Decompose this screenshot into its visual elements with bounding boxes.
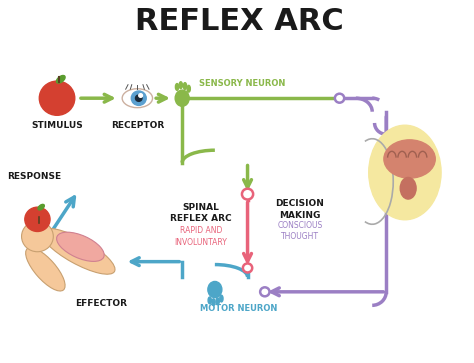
Circle shape (131, 91, 146, 105)
Text: EFFECTOR: EFFECTOR (75, 299, 128, 309)
Ellipse shape (56, 76, 65, 83)
Ellipse shape (38, 204, 45, 210)
Ellipse shape (56, 232, 104, 261)
Circle shape (21, 221, 53, 252)
Circle shape (25, 207, 50, 232)
Ellipse shape (175, 90, 189, 106)
Ellipse shape (216, 298, 219, 305)
Ellipse shape (208, 281, 222, 298)
Circle shape (136, 95, 142, 101)
Circle shape (139, 94, 143, 97)
Text: STIMULUS: STIMULUS (31, 121, 83, 130)
Text: DECISION
MAKING: DECISION MAKING (275, 199, 324, 220)
Ellipse shape (384, 140, 435, 178)
Circle shape (260, 287, 270, 296)
Ellipse shape (400, 178, 416, 199)
Text: SENSORY NEURON: SENSORY NEURON (200, 79, 286, 88)
Ellipse shape (26, 248, 65, 291)
Text: RESPONSE: RESPONSE (8, 172, 62, 181)
Text: REFLEX ARC: REFLEX ARC (135, 7, 344, 36)
Ellipse shape (212, 299, 215, 306)
Ellipse shape (41, 228, 115, 274)
Circle shape (335, 94, 344, 103)
Circle shape (242, 189, 253, 200)
Ellipse shape (179, 82, 182, 89)
Text: RAPID AND
INVOLUNTARY: RAPID AND INVOLUNTARY (174, 226, 228, 247)
Ellipse shape (187, 85, 191, 92)
Ellipse shape (122, 89, 153, 108)
Ellipse shape (369, 125, 441, 220)
Ellipse shape (208, 297, 211, 304)
Text: MOTOR NEURON: MOTOR NEURON (201, 304, 278, 313)
Text: SPINAL
REFLEX ARC: SPINAL REFLEX ARC (170, 203, 232, 223)
Ellipse shape (183, 83, 187, 89)
Text: CONSCIOUS
THOUGHT: CONSCIOUS THOUGHT (277, 221, 322, 241)
Circle shape (39, 81, 75, 115)
Ellipse shape (175, 83, 179, 90)
Circle shape (243, 264, 252, 273)
Text: RECEPTOR: RECEPTOR (111, 121, 164, 130)
Ellipse shape (220, 295, 223, 302)
